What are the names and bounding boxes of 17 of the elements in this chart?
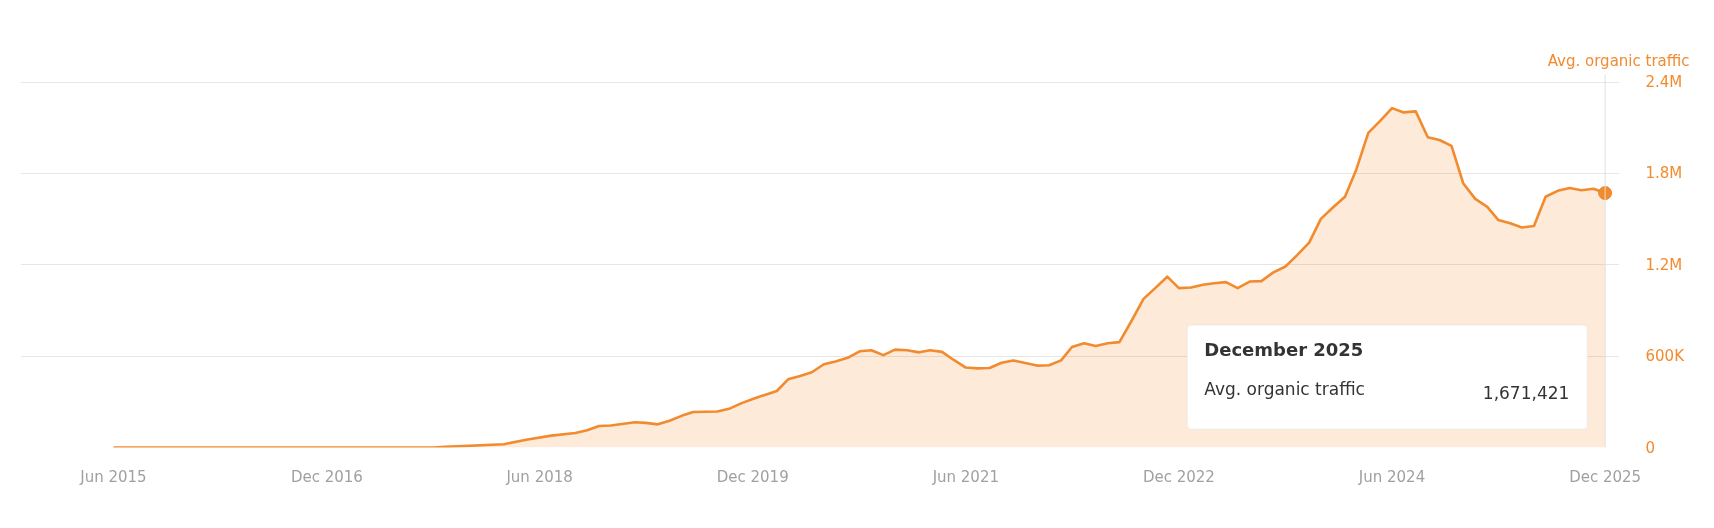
y-tick-label: 0	[1645, 438, 1656, 457]
x-tick-label: Jun 2024	[1357, 467, 1426, 486]
x-tick-label: Dec 2022	[1142, 467, 1215, 486]
x-tick-label: Jun 2015	[79, 467, 147, 486]
annotation: December 2025	[1204, 339, 1364, 361]
x-tick-label: Dec 2025	[1569, 467, 1642, 486]
x-tick-label: Jun 2018	[505, 467, 573, 486]
y-tick-label: 2.4M	[1645, 73, 1683, 92]
x-tick-label: Jun 2021	[931, 467, 1000, 486]
y-tick-label: 1.8M	[1645, 164, 1683, 183]
y-axis-title: Avg. organic traffic	[1547, 51, 1690, 70]
annotation: Avg. organic traffic	[1204, 379, 1365, 400]
y-tick-label: 1.2M	[1645, 255, 1683, 274]
y-tick-label: 600K	[1645, 347, 1686, 366]
x-tick-label: Dec 2019	[716, 467, 789, 486]
annotation: 1,671,421	[1482, 383, 1570, 404]
x-tick-label: Dec 2016	[290, 467, 363, 486]
